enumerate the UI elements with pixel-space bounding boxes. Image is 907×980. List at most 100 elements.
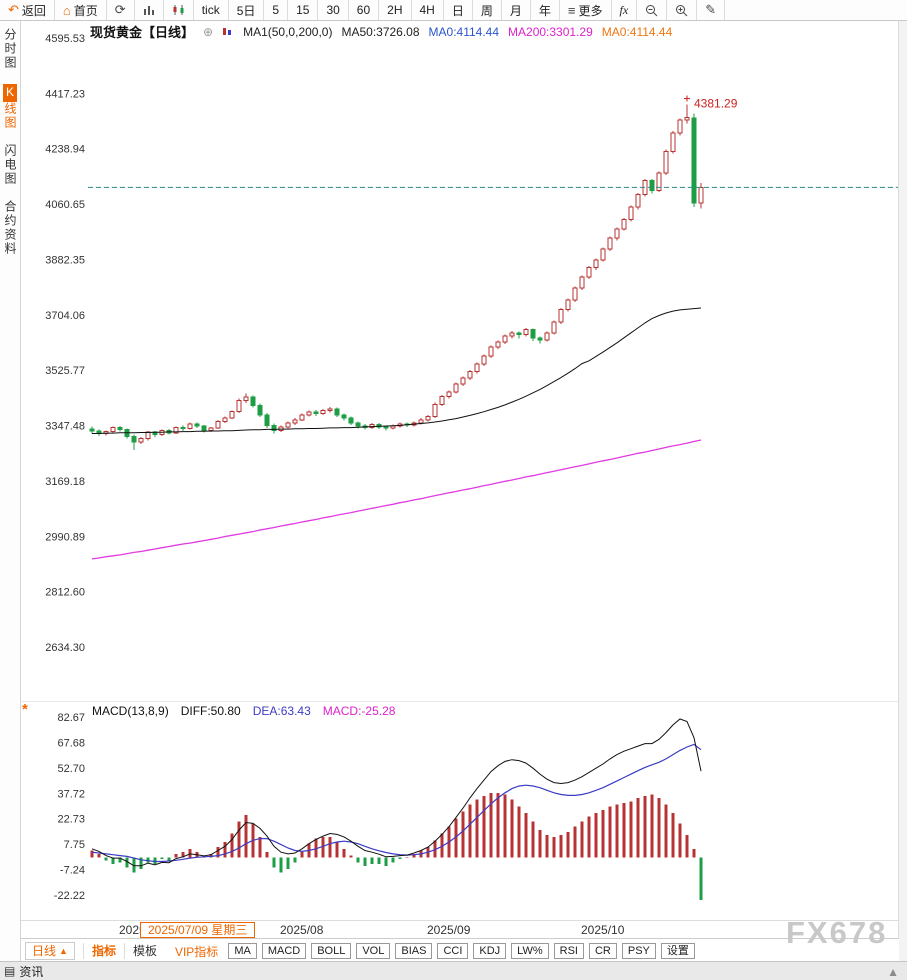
active-item-badge: K xyxy=(3,84,17,102)
period-tick-button-label: tick xyxy=(201,3,220,17)
sidebar-item-lightning-chart[interactable]: 闪电图 xyxy=(3,144,17,186)
left-sidebar: 分时图 K线图闪电图合约资料 xyxy=(0,21,21,962)
period-15-button[interactable]: 15 xyxy=(288,0,319,20)
more-button[interactable]: ≡ 更多 xyxy=(560,0,612,20)
candlestick-icon xyxy=(172,4,185,16)
zoom-in-button[interactable] xyxy=(667,0,698,20)
high-annotation: 4381.29 xyxy=(684,95,738,111)
candlestick-series xyxy=(89,104,704,451)
indicator-button-psy[interactable]: PSY xyxy=(621,943,656,959)
indicator-icon[interactable] xyxy=(222,26,234,37)
right-scrollbar[interactable] xyxy=(898,21,907,962)
period-30-button[interactable]: 30 xyxy=(318,0,349,20)
menu-icon: ≡ xyxy=(567,2,576,18)
svg-text:4238.94: 4238.94 xyxy=(45,144,85,156)
period-month-button[interactable]: 月 xyxy=(502,0,531,20)
chart-style-candles-button[interactable] xyxy=(164,0,194,20)
macd-diff-value: DIFF:50.80 xyxy=(180,704,241,718)
sidebar-item-time-chart[interactable]: 分时图 xyxy=(3,28,17,70)
svg-text:4060.65: 4060.65 xyxy=(45,199,85,211)
period-day-button-label: 日 xyxy=(451,3,464,18)
period-5d-button-label: 5日 xyxy=(236,3,256,18)
symbol-name: 现货黄金【日线】 xyxy=(90,25,195,40)
period-5-button-label: 5 xyxy=(272,3,280,17)
chevron-up-icon: ▲ xyxy=(59,946,68,956)
zoom-out-icon xyxy=(645,4,658,17)
svg-text:3882.35: 3882.35 xyxy=(45,254,85,266)
news-tab[interactable]: ▤ 资讯 xyxy=(0,963,43,980)
svg-text:82.67: 82.67 xyxy=(57,712,85,724)
refresh-button[interactable]: ⟳ xyxy=(107,0,135,20)
ma50-line xyxy=(92,307,702,434)
svg-text:3704.06: 3704.06 xyxy=(45,310,85,322)
svg-text:22.73: 22.73 xyxy=(57,814,85,826)
svg-text:2025/08: 2025/08 xyxy=(280,923,324,937)
ma200-value: MA200:3301.29 xyxy=(508,24,593,39)
fx-functions-button-label: fx xyxy=(619,2,629,17)
indicator-settings-icon[interactable]: * xyxy=(22,701,28,718)
panel-separators xyxy=(21,701,899,921)
ma-settings-label: MA1(50,0,200,0) xyxy=(243,24,333,39)
macd-macd-value: MACD:-25.28 xyxy=(322,704,396,718)
scroll-top-button[interactable]: ▲ xyxy=(887,965,899,979)
ma50-value: MA50:3726.08 xyxy=(341,24,420,39)
period-month-button-label: 月 xyxy=(509,3,522,18)
selected-date-tag: 2025/07/09 星期三 xyxy=(140,922,256,938)
sidebar-item-kline-chart[interactable]: K线图 xyxy=(0,84,20,130)
fx-functions-button[interactable]: fx xyxy=(612,0,638,20)
period-4h-button[interactable]: 4H xyxy=(412,0,444,20)
home-button[interactable]: ⌂ 首页 xyxy=(55,0,107,20)
indicator-button-bias[interactable]: BIAS xyxy=(395,943,433,959)
svg-text:2634.30: 2634.30 xyxy=(45,642,85,654)
draw-button[interactable]: ✎ xyxy=(697,0,726,20)
indicator-settings-button[interactable]: 设置 xyxy=(660,943,695,959)
indicator-button-lw%[interactable]: LW% xyxy=(511,943,549,959)
indicator-button-boll[interactable]: BOLL xyxy=(311,943,352,959)
top-toolbar: ↶ 返回 ⌂ 首页 ⟳ tick 5日 5 15 30 60 2H 4H 日 周 月 年 ≡ 更多 fx ✎ xyxy=(0,0,907,21)
vip-indicators-link[interactable]: VIP指标 xyxy=(174,944,219,959)
period-4h-button-label: 4H xyxy=(419,3,435,17)
sidebar-item-contract-info[interactable]: 合约资料 xyxy=(3,200,17,256)
tab-templates[interactable]: 模板 xyxy=(123,943,165,959)
indicator-button-cci[interactable]: CCI xyxy=(437,943,469,959)
period-year-button[interactable]: 年 xyxy=(531,0,560,20)
indicator-button-rsi[interactable]: RSI xyxy=(553,943,584,959)
refresh-icon: ⟳ xyxy=(114,2,126,17)
period-2h-button[interactable]: 2H xyxy=(379,0,412,20)
period-5-button[interactable]: 5 xyxy=(264,0,289,20)
period-60-button[interactable]: 60 xyxy=(349,0,380,20)
indicator-button-macd[interactable]: MACD xyxy=(261,943,307,959)
indicator-button-ma[interactable]: MA xyxy=(228,943,257,959)
period-5d-button[interactable]: 5日 xyxy=(229,0,265,20)
macd-dea-value: DEA:63.43 xyxy=(252,704,311,718)
tab-indicators[interactable]: 指标 xyxy=(82,943,124,959)
period-15-button-label: 15 xyxy=(296,3,310,17)
chart-style-bars-button[interactable] xyxy=(135,0,164,20)
svg-text:4595.53: 4595.53 xyxy=(45,33,85,45)
period-year-button-label: 年 xyxy=(538,3,551,18)
ma0-value-blue: MA0:4114.44 xyxy=(428,24,500,39)
period-selector[interactable]: 日线 ▲ xyxy=(25,942,75,960)
back-icon: ↶ xyxy=(8,2,19,17)
svg-text:67.68: 67.68 xyxy=(57,737,85,749)
home-button-label: 首页 xyxy=(73,3,98,18)
chart-settings-icon[interactable]: ⊕ xyxy=(203,24,214,39)
back-button[interactable]: ↶ 返回 xyxy=(0,0,55,20)
sidebar-item-label: 线图 xyxy=(3,102,17,130)
indicator-button-cr[interactable]: CR xyxy=(588,943,617,959)
period-week-button[interactable]: 周 xyxy=(473,0,502,20)
svg-text:37.72: 37.72 xyxy=(57,788,85,800)
zoom-out-button[interactable] xyxy=(637,0,668,20)
more-button-label: 更多 xyxy=(578,3,603,18)
zoom-in-icon xyxy=(675,4,688,17)
period-week-button-label: 周 xyxy=(480,3,493,18)
period-tick-button[interactable]: tick xyxy=(194,0,229,20)
indicator-button-kdj[interactable]: KDJ xyxy=(473,943,507,959)
svg-text:3347.48: 3347.48 xyxy=(45,421,85,433)
period-day-button[interactable]: 日 xyxy=(444,0,473,20)
indicator-button-vol[interactable]: VOL xyxy=(356,943,391,959)
bar-chart-icon xyxy=(143,4,155,16)
main-chart-header: 现货黄金【日线】 ⊕ MA1(50,0,200,0) MA50:3726.08 … xyxy=(90,22,672,41)
